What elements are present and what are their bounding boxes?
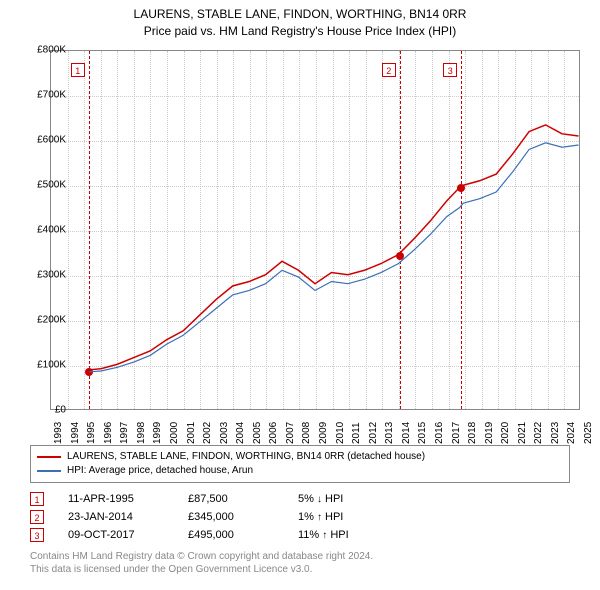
sale-delta: 11% ↑ HPI: [298, 529, 418, 541]
arrow-up-icon: ↑: [317, 512, 322, 523]
legend-item: LAURENS, STABLE LANE, FINDON, WORTHING, …: [37, 450, 563, 464]
x-tick-label: 2011: [351, 422, 362, 444]
x-tick-label: 2015: [417, 422, 428, 444]
x-tick-label: 2020: [500, 422, 511, 444]
x-tick-label: 1995: [86, 422, 97, 444]
sale-price: £495,000: [188, 529, 298, 541]
y-tick-label: £0: [55, 405, 66, 416]
legend-label: LAURENS, STABLE LANE, FINDON, WORTHING, …: [67, 450, 425, 464]
x-tick-label: 2021: [517, 422, 528, 444]
legend-item: HPI: Average price, detached house, Arun: [37, 464, 563, 478]
legend-label: HPI: Average price, detached house, Arun: [67, 464, 253, 478]
series-line-hpi: [89, 143, 578, 372]
x-tick-label: 1993: [53, 422, 64, 444]
x-tick-label: 2018: [467, 422, 478, 444]
sale-row-marker: 2: [30, 510, 44, 524]
x-tick-label: 2019: [484, 422, 495, 444]
x-tick-label: 2009: [318, 422, 329, 444]
title-line-1: LAURENS, STABLE LANE, FINDON, WORTHING, …: [0, 6, 600, 23]
x-tick-label: 2017: [451, 422, 462, 444]
legend-box: LAURENS, STABLE LANE, FINDON, WORTHING, …: [30, 445, 570, 483]
sale-date: 23-JAN-2014: [68, 511, 188, 523]
x-tick-label: 2000: [169, 422, 180, 444]
sale-row: 2 23-JAN-2014£345,0001% ↑ HPI: [30, 508, 418, 526]
sale-delta: 5% ↓ HPI: [298, 493, 418, 505]
x-tick-label: 2007: [285, 422, 296, 444]
x-tick-label: 2022: [533, 422, 544, 444]
sale-delta: 1% ↑ HPI: [298, 511, 418, 523]
arrow-down-icon: ↓: [317, 494, 322, 505]
sale-price: £345,000: [188, 511, 298, 523]
x-tick-label: 2002: [202, 422, 213, 444]
x-tick-label: 2003: [219, 422, 230, 444]
x-tick-label: 2004: [235, 422, 246, 444]
series-line-property: [89, 125, 578, 370]
x-tick-label: 1996: [103, 422, 114, 444]
x-tick-label: 2013: [384, 422, 395, 444]
x-tick-label: 2023: [550, 422, 561, 444]
sale-row-marker: 1: [30, 492, 44, 506]
x-tick-label: 2005: [252, 422, 263, 444]
footer-line-2: This data is licensed under the Open Gov…: [30, 563, 373, 576]
legend-swatch: [37, 456, 61, 458]
footer-line-1: Contains HM Land Registry data © Crown c…: [30, 550, 373, 563]
footer-text: Contains HM Land Registry data © Crown c…: [30, 550, 373, 576]
y-tick-label: £500K: [37, 180, 66, 191]
sale-row: 1 11-APR-1995£87,5005% ↓ HPI: [30, 490, 418, 508]
chart-lines-svg: [51, 51, 579, 409]
sales-table: 1 11-APR-1995£87,5005% ↓ HPI 2 23-JAN-2014£…: [30, 490, 418, 544]
x-tick-label: 2010: [335, 422, 346, 444]
y-tick-label: £400K: [37, 225, 66, 236]
title-line-2: Price paid vs. HM Land Registry's House …: [0, 23, 600, 40]
legend-swatch: [37, 470, 61, 472]
x-tick-label: 2024: [566, 422, 577, 444]
title-block: LAURENS, STABLE LANE, FINDON, WORTHING, …: [0, 0, 600, 40]
arrow-up-icon: ↑: [322, 530, 327, 541]
sale-date: 09-OCT-2017: [68, 529, 188, 541]
chart-container: LAURENS, STABLE LANE, FINDON, WORTHING, …: [0, 0, 600, 590]
y-tick-label: £700K: [37, 90, 66, 101]
x-tick-label: 1994: [70, 422, 81, 444]
sale-row: 3 09-OCT-2017£495,00011% ↑ HPI: [30, 526, 418, 544]
sale-date: 11-APR-1995: [68, 493, 188, 505]
x-tick-label: 2014: [401, 422, 412, 444]
y-tick-label: £300K: [37, 270, 66, 281]
x-tick-label: 2001: [186, 422, 197, 444]
x-tick-label: 1998: [136, 422, 147, 444]
sale-row-marker: 3: [30, 528, 44, 542]
x-tick-label: 1999: [152, 422, 163, 444]
y-tick-label: £100K: [37, 360, 66, 371]
y-tick-label: £800K: [37, 45, 66, 56]
y-tick-label: £600K: [37, 135, 66, 146]
x-tick-label: 2008: [301, 422, 312, 444]
sale-price: £87,500: [188, 493, 298, 505]
x-tick-label: 2025: [583, 422, 594, 444]
x-tick-label: 2012: [368, 422, 379, 444]
x-tick-label: 2016: [434, 422, 445, 444]
chart-plot-area: 123: [50, 50, 580, 410]
y-tick-label: £200K: [37, 315, 66, 326]
x-tick-label: 1997: [119, 422, 130, 444]
x-tick-label: 2006: [268, 422, 279, 444]
